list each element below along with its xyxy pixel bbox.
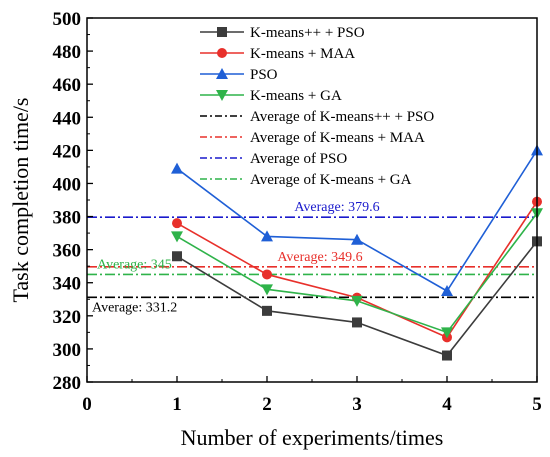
- y-tick-label: 480: [53, 42, 82, 63]
- data-point: [441, 327, 453, 339]
- x-tick-label: 4: [442, 394, 452, 415]
- average-label: Average: 331.2: [92, 300, 177, 315]
- y-tick-label: 440: [53, 108, 82, 129]
- legend-label: K-means++ + PSO: [250, 25, 365, 41]
- data-point: [351, 233, 363, 245]
- y-tick-label: 340: [53, 274, 82, 295]
- legend-marker: [217, 27, 227, 37]
- x-tick-label: 3: [352, 394, 362, 415]
- data-point: [262, 305, 272, 316]
- data-point: [172, 218, 182, 229]
- legend-label: Average of K-means + MAA: [250, 130, 425, 146]
- data-point: [352, 317, 362, 328]
- data-point: [171, 231, 183, 243]
- legend-label: Average of PSO: [250, 151, 347, 167]
- y-tick-label: 500: [53, 9, 82, 30]
- legend-label: Average of K-means++ + PSO: [250, 109, 434, 125]
- y-tick-label: 420: [53, 141, 82, 162]
- series-markers: [171, 144, 543, 361]
- y-axis-ticks: 280 300 320 340 360 380 400 420 440 460 480 500: [53, 9, 93, 394]
- y-tick-label: 280: [53, 373, 82, 394]
- legend-marker: [216, 68, 228, 79]
- y-tick-label: 360: [53, 241, 82, 262]
- y-tick-label: 300: [53, 340, 82, 361]
- x-axis-ticks: 0 1 2 3 4 5: [82, 376, 542, 415]
- series-line: [176, 201, 538, 339]
- x-tick-label: 0: [82, 394, 92, 415]
- legend-label: PSO: [250, 67, 278, 83]
- data-point: [262, 269, 272, 280]
- data-point: [172, 251, 182, 262]
- x-tick-label: 1: [172, 394, 182, 415]
- y-tick-label: 460: [53, 75, 82, 96]
- legend-label: K-means + GA: [250, 88, 342, 104]
- legend: K-means++ + PSO K-means + MAA PSO K-means +…: [200, 25, 434, 188]
- average-labels: Average: 331.2 Average: 349.6 Average: 379…: [92, 200, 380, 315]
- data-point: [171, 162, 183, 174]
- data-point: [261, 230, 273, 242]
- y-axis-title: Task completion time/s: [8, 98, 33, 303]
- data-point: [261, 284, 273, 296]
- average-label: Average: 345: [97, 257, 172, 272]
- y-tick-label: 400: [53, 174, 82, 195]
- data-point: [441, 285, 453, 296]
- data-point: [351, 295, 363, 307]
- series-line: [176, 212, 538, 334]
- y-tick-label: 380: [53, 208, 82, 229]
- legend-label: K-means + MAA: [250, 46, 355, 62]
- x-axis-title: Number of experiments/times: [181, 425, 444, 450]
- average-label: Average: 349.6: [277, 250, 362, 265]
- x-tick-label: 5: [532, 394, 542, 415]
- legend-marker: [217, 48, 227, 58]
- average-label: Average: 379.6: [294, 200, 379, 215]
- legend-marker: [216, 90, 228, 101]
- y-tick-label: 320: [53, 307, 82, 328]
- legend-label: Average of K-means + GA: [250, 172, 412, 188]
- data-point: [442, 350, 452, 361]
- x-tick-label: 2: [262, 394, 272, 415]
